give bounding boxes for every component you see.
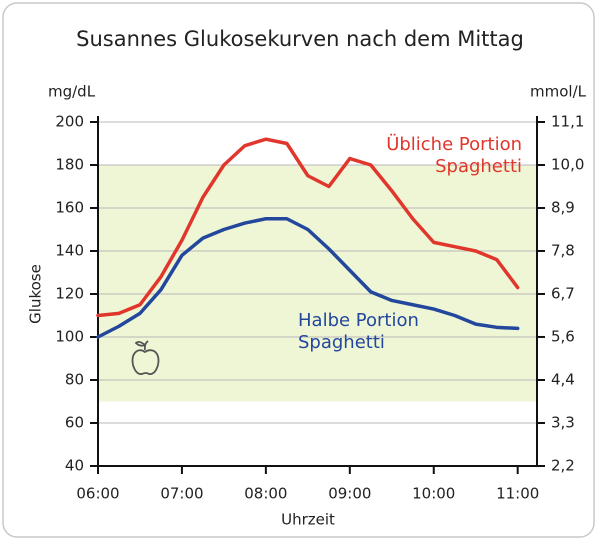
series-label: Halbe Portion Spaghetti [298, 310, 419, 353]
y2-tick-label: 4,4 [551, 371, 575, 389]
y-axis-label: Glukose [27, 264, 45, 324]
y-tick-label: 40 [65, 457, 84, 475]
y2-unit: mmol/L [530, 83, 587, 101]
target-band [98, 165, 537, 402]
series-line [96, 217, 520, 339]
x-tick-label: 07:00 [160, 485, 203, 503]
x-tick-label: 10:00 [412, 485, 455, 503]
y2-tick-label: 11,1 [551, 113, 584, 131]
y2-tick-label: 7,8 [551, 241, 575, 259]
chart-title: Susannes Glukosekurven nach dem Mittag [76, 27, 524, 51]
y-tick-label: 120 [55, 285, 84, 303]
y-tick-label: 80 [65, 371, 84, 389]
plot: 40 60 80 100 120 140 160 180 200 2,2 3,3 4,4 5,6 6,7 7… [55, 113, 584, 503]
y-tick-label: 180 [55, 156, 84, 174]
x-tick-label: 09:00 [328, 485, 371, 503]
x-tick-label: 06:00 [76, 485, 119, 503]
y-tick-label: 100 [55, 328, 84, 346]
y-tick-label: 140 [55, 242, 84, 260]
y2-tick-label: 6,7 [551, 284, 575, 302]
y2-tick-label: 5,6 [551, 327, 575, 345]
y2-tick-label: 3,3 [551, 414, 575, 432]
y2-tick-label: 8,9 [551, 198, 575, 216]
x-tick-label: 08:00 [244, 485, 287, 503]
y-tick-label: 200 [55, 113, 84, 131]
x-axis-label: Uhrzeit [281, 511, 335, 529]
apple-icon [131, 340, 160, 375]
y-tick-label: 160 [55, 199, 84, 217]
y2-tick-label: 10,0 [551, 155, 584, 173]
y2-tick-label: 2,2 [551, 457, 575, 475]
x-tick-label: 11:00 [496, 485, 539, 503]
series-label: Übliche Portion Spaghetti [386, 134, 522, 177]
y-unit: mg/dL [48, 83, 96, 101]
y-tick-label: 60 [65, 414, 84, 432]
series-line [96, 137, 520, 318]
